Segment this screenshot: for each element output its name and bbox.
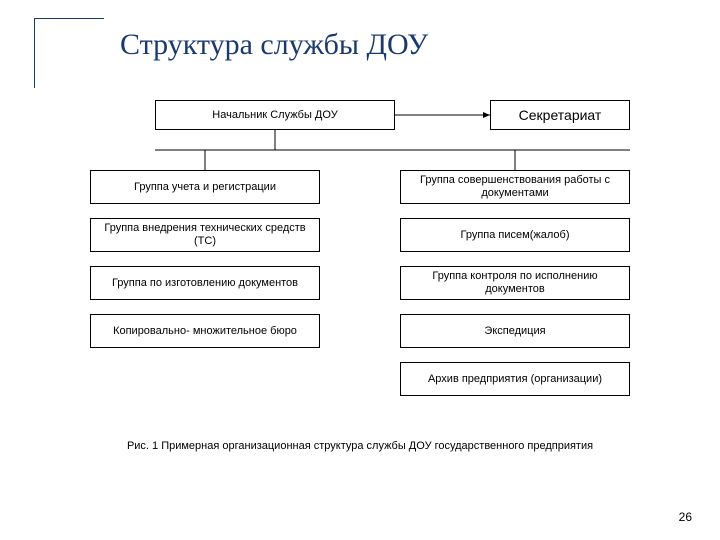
node-r4: Экспедиция	[400, 314, 630, 348]
page-number: 26	[679, 510, 692, 524]
corner-frame	[34, 18, 104, 88]
edge-head-bus	[155, 130, 630, 150]
node-head: Начальник Службы ДОУ	[155, 100, 395, 130]
node-l2: Группа внедрения технических средств (ТС…	[90, 218, 320, 252]
figure-caption: Рис. 1 Примерная организационная структу…	[0, 440, 720, 452]
node-r1: Группа совершенствования работы с докуме…	[400, 170, 630, 204]
node-l3: Группа по изготовлению документов	[90, 266, 320, 300]
node-l4: Копировально- множительное бюро	[90, 314, 320, 348]
page-title: Структура службы ДОУ	[120, 28, 428, 62]
node-archive: Архив предприятия (организации)	[400, 362, 630, 396]
node-secretariat: Секретариат	[490, 100, 630, 130]
node-r3: Группа контроля по исполнению документов	[400, 266, 630, 300]
node-l1: Группа учета и регистрации	[90, 170, 320, 204]
diagram-container: Начальник Службы ДОУ Секретариат Группа уч…	[60, 100, 660, 440]
node-r2: Группа писем(жалоб)	[400, 218, 630, 252]
